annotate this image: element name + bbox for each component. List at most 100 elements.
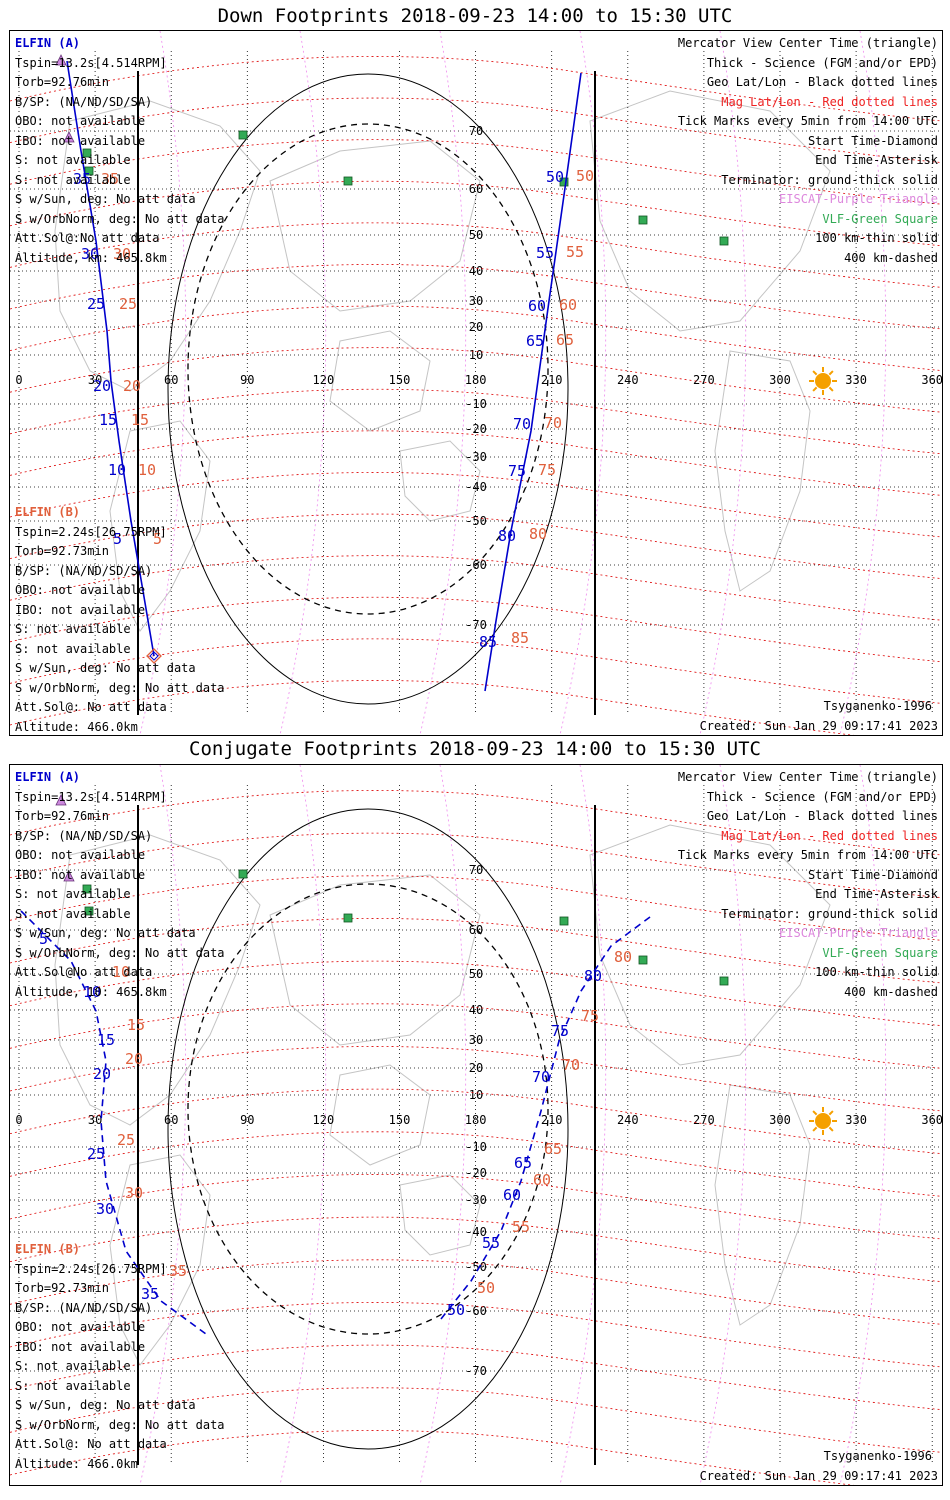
sun-icon bbox=[815, 1113, 831, 1129]
mag-longitude-curve bbox=[839, 765, 887, 1485]
elfin-b-time-tick: 15 bbox=[131, 411, 149, 429]
legend-vlf: VLF-Green Square bbox=[822, 945, 938, 960]
lon-tick-label: 90 bbox=[240, 373, 254, 387]
start-diamond bbox=[146, 648, 162, 664]
sun-ray bbox=[828, 370, 834, 376]
elfin-a-header: ELFIN (A) bbox=[15, 36, 81, 50]
sun-ray bbox=[828, 1110, 834, 1116]
continent-outline bbox=[269, 140, 481, 312]
elfin-a-line: Att.Sol@No att data bbox=[15, 965, 153, 979]
elfin-b-time-tick: 10 bbox=[138, 461, 156, 479]
elfin-a-track bbox=[440, 913, 655, 1320]
sun-ray bbox=[828, 1126, 834, 1132]
lon-tick-label: 240 bbox=[617, 373, 639, 387]
elfin-b-line: IBO: not available bbox=[15, 602, 146, 617]
panel-title-down: Down Footprints 2018-09-23 14:00 to 15:3… bbox=[217, 5, 733, 27]
lon-tick-label: 150 bbox=[389, 1113, 411, 1127]
vlf-station-square bbox=[638, 215, 648, 225]
lat-tick-label: 70 bbox=[469, 863, 483, 877]
elfin-a-time-tick: 5 bbox=[39, 930, 48, 948]
elfin-b-line: S w/Sun, deg: No att data bbox=[15, 661, 196, 675]
lon-tick-label: 30 bbox=[88, 1113, 102, 1127]
elfin-b-line: S w/OrbNorm, deg: No att data bbox=[15, 1417, 225, 1432]
lat-tick-label: 60 bbox=[469, 182, 483, 196]
lon-tick-label: 270 bbox=[693, 373, 715, 387]
created-label: Created: Sun Jan 29 09:17:41 2023 bbox=[699, 719, 938, 733]
elfin-a-time-tick: 60 bbox=[503, 1186, 521, 1204]
lon-tick-label: 210 bbox=[541, 1113, 563, 1127]
model-label: Tsyganenko-1996 bbox=[823, 1449, 932, 1463]
elfin-b-line: S: not available bbox=[15, 641, 131, 656]
mag-longitude-curve bbox=[139, 765, 187, 1485]
eiscat-triangle bbox=[63, 870, 75, 882]
mag-longitude-curve bbox=[839, 31, 887, 735]
lat-tick-label: 30 bbox=[469, 1033, 483, 1047]
lon-tick-label: 90 bbox=[240, 1113, 254, 1127]
elfin-a-time-tick: 5 bbox=[113, 530, 122, 548]
lon-tick-label: 360 bbox=[921, 373, 942, 387]
lat-tick-label: -30 bbox=[465, 450, 487, 464]
elfin-a-time-tick: 30 bbox=[96, 1200, 114, 1218]
elfin-b-line: Att.Sol@: No att data bbox=[15, 700, 167, 714]
elfin-a-line: OBO: not available bbox=[15, 848, 146, 862]
elfin-a-time-tick: 75 bbox=[551, 1022, 569, 1040]
elfin-b-time-tick: 30 bbox=[125, 1184, 143, 1202]
elfin-a-line: S: not available bbox=[15, 887, 131, 901]
lat-tick-label: -20 bbox=[465, 422, 487, 436]
elfin-a-time-tick: 35 bbox=[73, 170, 91, 188]
lon-tick-label: 360 bbox=[921, 1113, 942, 1127]
elfin-a-line: OBO: not available bbox=[15, 114, 146, 128]
elfin-a-time-tick: 80 bbox=[584, 967, 602, 985]
lon-tick-label: 120 bbox=[313, 1113, 335, 1127]
lat-tick-label: 50 bbox=[469, 967, 483, 981]
sun-ray bbox=[812, 1126, 818, 1132]
elfin-a-time-tick: 15 bbox=[97, 1031, 115, 1049]
elfin-b-time-tick: 75 bbox=[581, 1007, 599, 1025]
legend-ticks: Tick Marks every 5min from 14:00 UTC bbox=[677, 848, 938, 862]
continent-outline bbox=[399, 440, 481, 522]
elfin-b-line: OBO: not available bbox=[15, 583, 146, 597]
elfin-b-time-tick: 25 bbox=[117, 1131, 135, 1149]
elfin-a-time-tick: 10 bbox=[83, 983, 101, 1001]
lat-tick-label: -20 bbox=[465, 1166, 487, 1180]
elfin-b-line: Torb=92.73min bbox=[15, 1281, 109, 1295]
elfin-a-line: S: not available bbox=[15, 906, 131, 921]
legend-100km: 100 km-thin solid bbox=[815, 965, 938, 979]
elfin-b-time-tick: 55 bbox=[512, 1218, 530, 1236]
legend-eiscat: EISCAT-Purple Triangle bbox=[779, 192, 938, 206]
lon-tick-label: 210 bbox=[541, 373, 563, 387]
map-legend: Mercator View Center Time (triangle) Thi… bbox=[678, 768, 938, 1002]
continent-outline bbox=[589, 824, 831, 1066]
elfin-a-time-tick: 10 bbox=[108, 461, 126, 479]
elfin-b-time-tick: 85 bbox=[511, 629, 529, 647]
elfin-a-track bbox=[484, 72, 582, 692]
lon-tick-label: 300 bbox=[769, 1113, 791, 1127]
lon-tick-label: 330 bbox=[845, 1113, 867, 1127]
elfin-a-time-tick: 30 bbox=[81, 245, 99, 263]
vlf-station-square bbox=[343, 176, 353, 186]
elfin-b-line: Att.Sol@: No att data bbox=[15, 1437, 167, 1451]
elfin-b-time-tick: 15 bbox=[127, 1016, 145, 1034]
elfin-a-time-tick: 65 bbox=[514, 1154, 532, 1172]
vlf-station-square bbox=[559, 916, 569, 926]
elfin-a-line: Torb=92.76min bbox=[15, 75, 109, 89]
elfin-b-time-tick: 65 bbox=[556, 331, 574, 349]
elfin-b-time-tick: 50 bbox=[576, 167, 594, 185]
elfin-a-line: Tspin=13.2s[4.514RPM] bbox=[15, 789, 167, 804]
map-legend: Mercator View Center Time (triangle) Thi… bbox=[678, 34, 938, 268]
elfin-b-time-tick: 80 bbox=[614, 948, 632, 966]
vlf-station-square bbox=[238, 130, 248, 140]
legend-ticks: Tick Marks every 5min from 14:00 UTC bbox=[677, 114, 938, 128]
lon-tick-label: 180 bbox=[465, 373, 487, 387]
mag-longitude-curve bbox=[699, 31, 747, 735]
elfin-b-time-tick: 60 bbox=[533, 1171, 551, 1189]
lon-tick-label: 0 bbox=[15, 1113, 22, 1127]
lon-tick-label: 300 bbox=[769, 373, 791, 387]
legend-thick: Thick - Science (FGM and/or EPD) bbox=[706, 55, 938, 70]
legend-mag: Mag Lat/Lon - Red dotted lines bbox=[721, 828, 938, 843]
elfin-b-line: OBO: not available bbox=[15, 1320, 146, 1334]
lon-tick-label: 30 bbox=[88, 373, 102, 387]
elfin-b-time-tick: 25 bbox=[119, 295, 137, 313]
elfin-b-time-tick: 30 bbox=[113, 245, 131, 263]
continent-outline bbox=[329, 1064, 431, 1166]
